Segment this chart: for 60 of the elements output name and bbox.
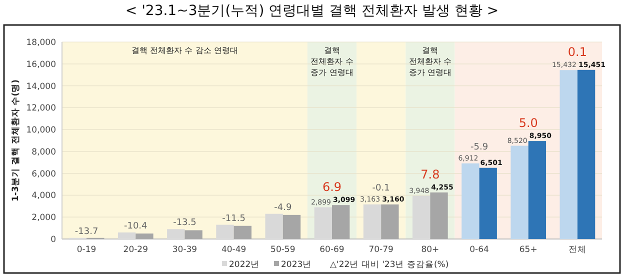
annotation: -5.9 <box>470 142 488 152</box>
bar <box>314 207 332 239</box>
x-tick-label: 20-29 <box>123 245 148 255</box>
y-axis-title: 1-3분기 결핵 전체환자 수(명) <box>11 79 21 202</box>
x-tick-label: 50-59 <box>270 245 296 255</box>
x-tick-label: 0-19 <box>76 245 96 255</box>
bar <box>510 146 528 239</box>
bar <box>167 229 185 239</box>
annotation: -0.1 <box>372 183 390 194</box>
chart-title: < '23.1~3분기(누적) 연령대별 결핵 전체환자 발생 현황 > <box>125 3 499 19</box>
y-tick-label: 4,000 <box>32 191 56 202</box>
y-tick-label: 12,000 <box>26 104 56 114</box>
annotation: -10.4 <box>124 221 148 232</box>
bar <box>216 224 234 239</box>
x-tick-label: 40-49 <box>221 245 246 255</box>
band-label: 결핵 전체환자 수 증가 연령대 <box>310 46 354 77</box>
bar <box>381 204 399 239</box>
x-tick-label: 60-69 <box>320 245 344 255</box>
annotation: -13.5 <box>173 218 196 228</box>
bar <box>363 204 382 239</box>
x-tick-label: 80+ <box>421 245 440 255</box>
bar <box>528 141 546 239</box>
annotation: 7.8 <box>420 167 440 182</box>
legend-title: △'22년 대비 '23년 증감율(%) <box>330 260 449 270</box>
bar <box>430 192 448 239</box>
annotation: 5.0 <box>518 116 538 130</box>
x-tick-label: 65+ <box>519 245 538 255</box>
y-tick-label: 8,000 <box>32 147 56 158</box>
annotation: -13.7 <box>74 226 98 237</box>
x-tick-label: 0-64 <box>470 245 489 255</box>
bar <box>118 232 136 239</box>
bar <box>462 163 480 239</box>
bar <box>282 214 301 239</box>
bar <box>184 230 202 239</box>
y-tick-label: 6,000 <box>32 169 56 180</box>
bar <box>560 70 578 239</box>
y-tick-label: 10,000 <box>26 126 56 136</box>
y-tick-label: 14,000 <box>26 82 56 92</box>
y-tick-label: 0 <box>50 235 56 245</box>
annotation: -4.9 <box>274 202 292 213</box>
band-label: 결핵 전체환자 수 증가 연령대 <box>408 46 452 77</box>
legend-label: 2022년 <box>229 260 260 270</box>
y-tick-label: 16,000 <box>26 60 56 70</box>
annotation: 0.1 <box>568 44 587 59</box>
annotation: 6.9 <box>322 180 342 194</box>
annotation: -11.5 <box>222 214 246 224</box>
bar <box>479 168 497 239</box>
y-tick-label: 18,000 <box>26 38 56 48</box>
x-tick-label: 30-39 <box>172 245 198 255</box>
bar <box>265 214 283 239</box>
x-tick-label: 전체 <box>568 245 586 255</box>
bar <box>332 205 350 239</box>
band-label: 결핵 전체환자 수 감소 연령대 <box>132 46 238 55</box>
legend-label: 2023년 <box>281 260 312 270</box>
x-tick-label: 70-79 <box>368 245 394 255</box>
bar <box>412 196 430 239</box>
y-tick-label: 2,000 <box>32 213 56 224</box>
bar <box>577 70 596 239</box>
bar <box>136 234 154 239</box>
bar <box>234 226 252 239</box>
